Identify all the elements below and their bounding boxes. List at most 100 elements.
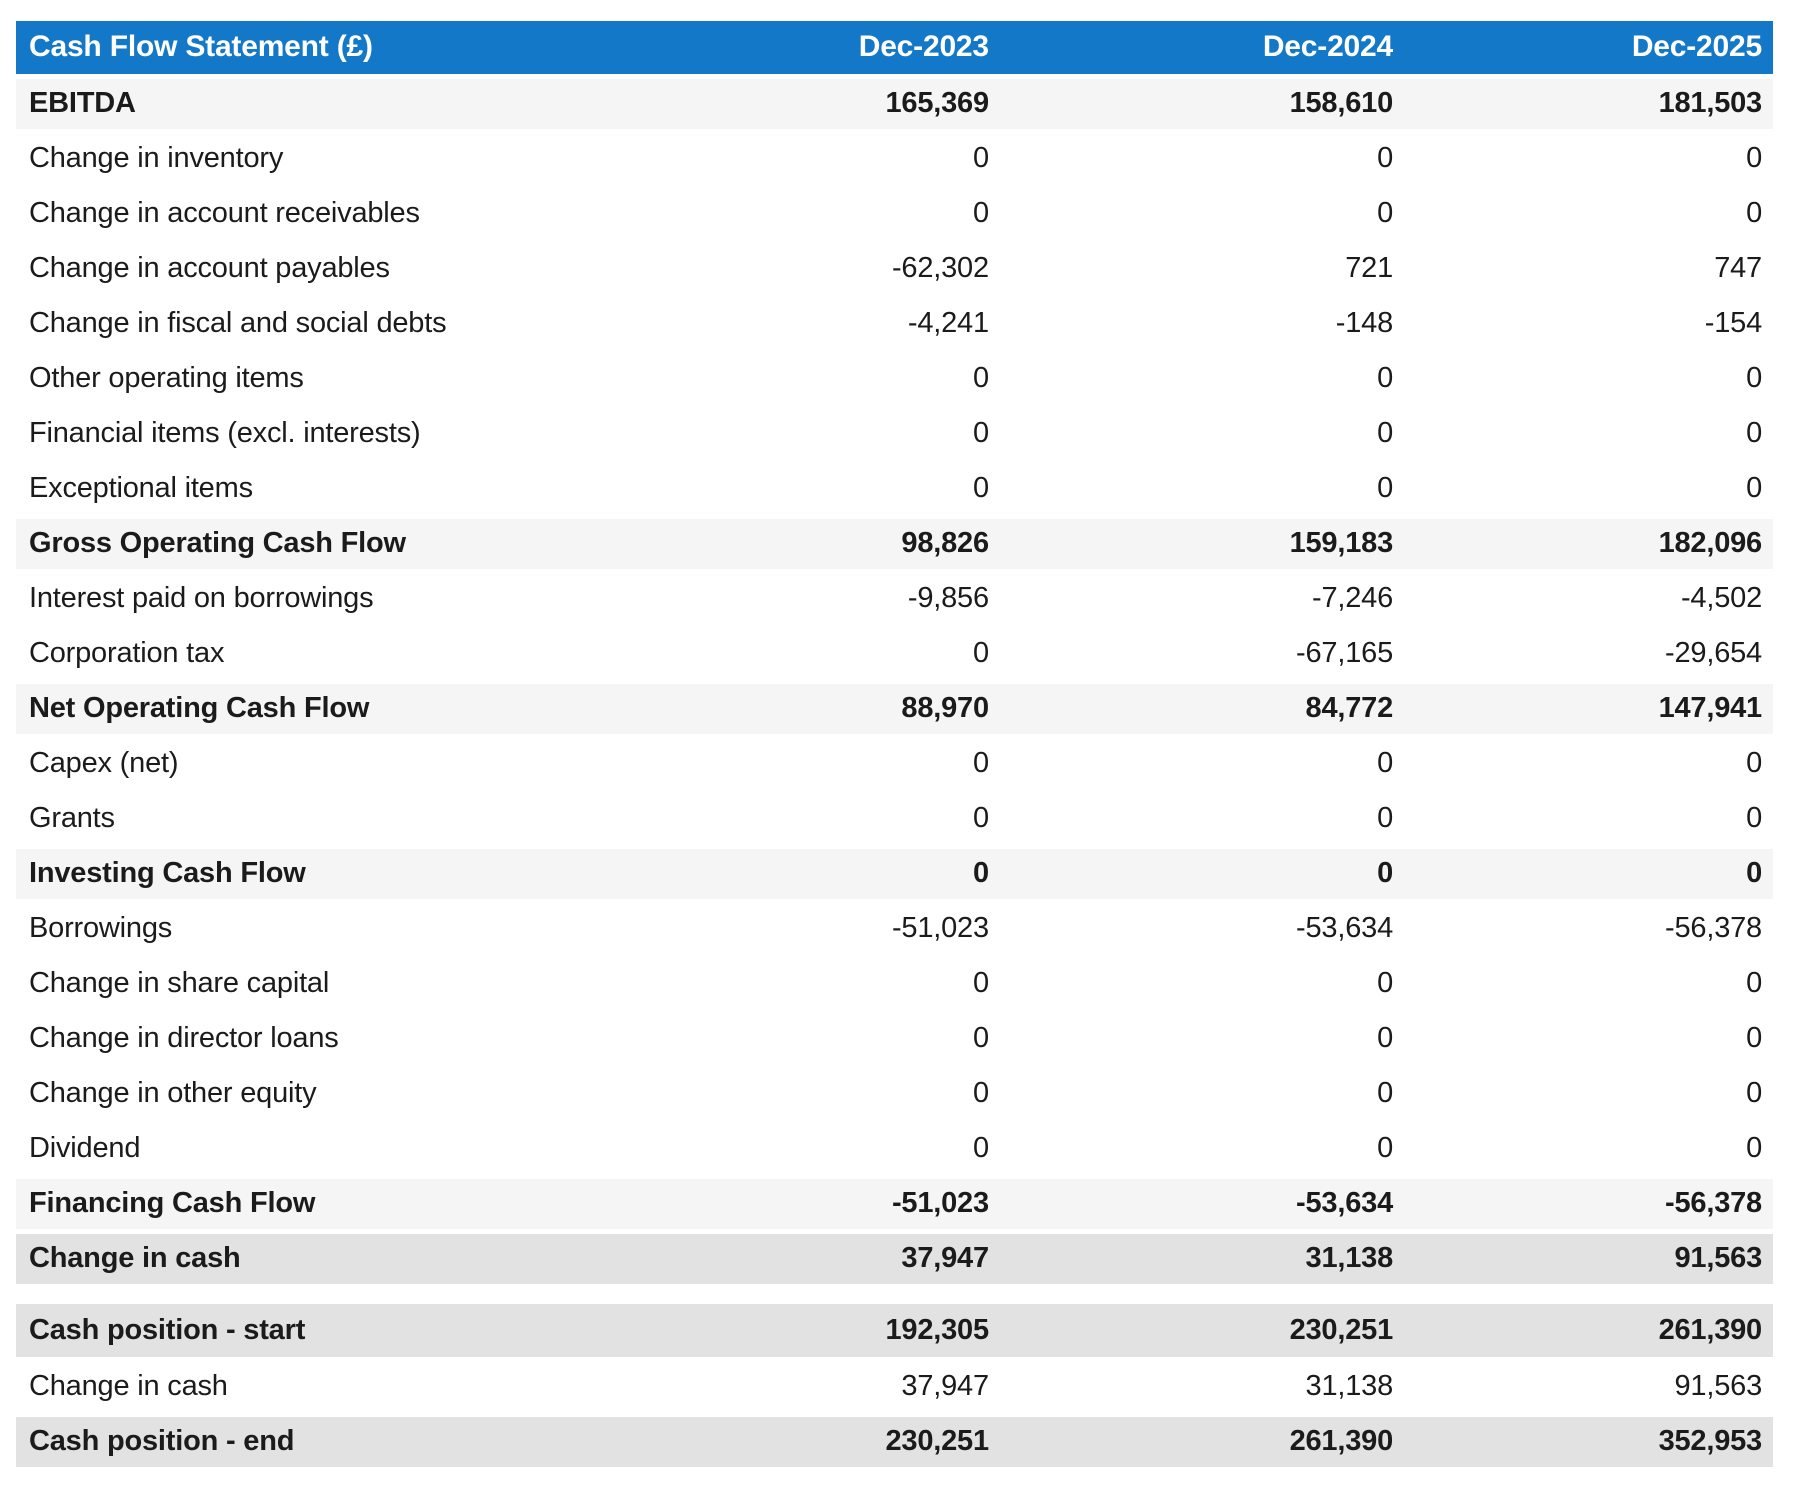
row-value: 159,183 [999,516,1405,574]
row-label: Grants [16,791,614,849]
row-value: 352,953 [1404,1414,1773,1472]
table-row: Change in director loans 0 0 0 [16,1011,1773,1069]
row-value: 0 [613,626,1000,684]
table-row: Change in cash 37,947 31,138 91,563 [16,1231,1773,1289]
row-value: 0 [1404,351,1773,409]
table-row: Net Operating Cash Flow 88,970 84,772 147,9… [16,681,1773,739]
row-value: -7,246 [999,571,1405,629]
row-value: 0 [999,461,1405,519]
table-row: Gross Operating Cash Flow 98,826 159,183 18… [16,516,1773,574]
row-value: 0 [1404,1121,1773,1179]
row-value: 31,138 [999,1359,1405,1417]
row-value: 192,305 [613,1304,1000,1362]
table-row: Cash position - start 192,305 230,251 261,3… [16,1304,1773,1362]
row-value: 0 [999,351,1405,409]
row-label: Cash position - end [16,1414,614,1472]
row-value: 0 [999,791,1405,849]
table-row: Change in inventory 0 0 0 [16,131,1773,189]
table-row: Capex (net) 0 0 0 [16,736,1773,794]
row-value: -51,023 [613,1176,1000,1234]
row-label: Financing Cash Flow [16,1176,614,1234]
row-value: 37,947 [613,1231,1000,1289]
table-row: Change in account receivables 0 0 0 [16,186,1773,244]
row-label: EBITDA [16,76,614,134]
table-title: Cash Flow Statement (£) [16,21,614,79]
row-label: Change in fiscal and social debts [16,296,614,354]
row-label: Capex (net) [16,736,614,794]
cash-position-section: Cash position - start 192,305 230,251 261,3… [16,1286,1773,1472]
row-value: 721 [999,241,1405,299]
row-value: -4,241 [613,296,1000,354]
table-row: Grants 0 0 0 [16,791,1773,849]
row-label: Change in other equity [16,1066,614,1124]
row-value: 0 [999,186,1405,244]
row-value: -29,654 [1404,626,1773,684]
row-value: 182,096 [1404,516,1773,574]
row-label: Investing Cash Flow [16,846,614,904]
column-header-dec-2024: Dec-2024 [999,21,1405,79]
row-value: 158,610 [999,76,1405,134]
header-row: Cash Flow Statement (£) Dec-2023 Dec-202… [16,21,1773,79]
table-header: Cash Flow Statement (£) Dec-2023 Dec-202… [16,21,1773,79]
row-value: 0 [999,406,1405,464]
row-value: 0 [999,1066,1405,1124]
row-value: 0 [613,351,1000,409]
row-value: 0 [613,1066,1000,1124]
table-row: Interest paid on borrowings -9,856 -7,246-… [16,571,1773,629]
row-label: Interest paid on borrowings [16,571,614,629]
row-value: 165,369 [613,76,1000,134]
table-row: Cash position - end 230,251 261,390 352,953 [16,1414,1773,1472]
row-value: 747 [1404,241,1773,299]
row-value: -56,378 [1404,901,1773,959]
row-value: 0 [613,131,1000,189]
row-label: Corporation tax [16,626,614,684]
table-row: Financing Cash Flow -51,023 -53,634 -56,378 [16,1176,1773,1234]
row-value: -53,634 [999,901,1405,959]
row-label: Change in cash [16,1359,614,1417]
row-value: -62,302 [613,241,1000,299]
row-value: 0 [1404,1011,1773,1069]
row-value: 0 [1404,131,1773,189]
row-value: 147,941 [1404,681,1773,739]
row-value: 261,390 [999,1414,1405,1472]
table-row: Other operating items 0 0 0 [16,351,1773,409]
row-label: Change in account payables [16,241,614,299]
row-value: 261,390 [1404,1304,1773,1362]
row-label: Net Operating Cash Flow [16,681,614,739]
row-label: Change in share capital [16,956,614,1014]
row-value: 88,970 [613,681,1000,739]
row-label: Cash position - start [16,1304,614,1362]
table-row: Exceptional items 0 0 0 [16,461,1773,519]
row-label: Dividend [16,1121,614,1179]
row-value: 0 [999,1011,1405,1069]
table-row: Change in share capital 0 0 0 [16,956,1773,1014]
row-value: 0 [1404,1066,1773,1124]
row-label: Change in account receivables [16,186,614,244]
row-value: -148 [999,296,1405,354]
row-value: 31,138 [999,1231,1405,1289]
table-row: Financial items (excl. interests) 0 0 0 [16,406,1773,464]
row-value: -4,502 [1404,571,1773,629]
column-header-dec-2025: Dec-2025 [1404,21,1773,79]
row-value: 181,503 [1404,76,1773,134]
table-row: Corporation tax 0 -67,165 -29,654 [16,626,1773,684]
row-label: Gross Operating Cash Flow [16,516,614,574]
row-value: 0 [999,1121,1405,1179]
row-value: -9,856 [613,571,1000,629]
row-value: 0 [1404,846,1773,904]
table-row: Change in cash 37,947 31,138 91,563 [16,1359,1773,1417]
column-header-dec-2023: Dec-2023 [613,21,1000,79]
row-value: -56,378 [1404,1176,1773,1234]
row-value: 0 [613,1121,1000,1179]
main-statement-section: EBITDA 165,369 158,610 181,503 Change in inv… [16,76,1773,1289]
row-value: 0 [1404,461,1773,519]
table-row: Investing Cash Flow 0 0 0 [16,846,1773,904]
table-row: Change in account payables -62,302 721 747 [16,241,1773,299]
row-value: 0 [613,846,1000,904]
row-value: 91,563 [1404,1231,1773,1289]
row-value: 0 [613,736,1000,794]
row-value: 84,772 [999,681,1405,739]
table-row: Change in other equity 0 0 0 [16,1066,1773,1124]
row-value: 0 [613,956,1000,1014]
